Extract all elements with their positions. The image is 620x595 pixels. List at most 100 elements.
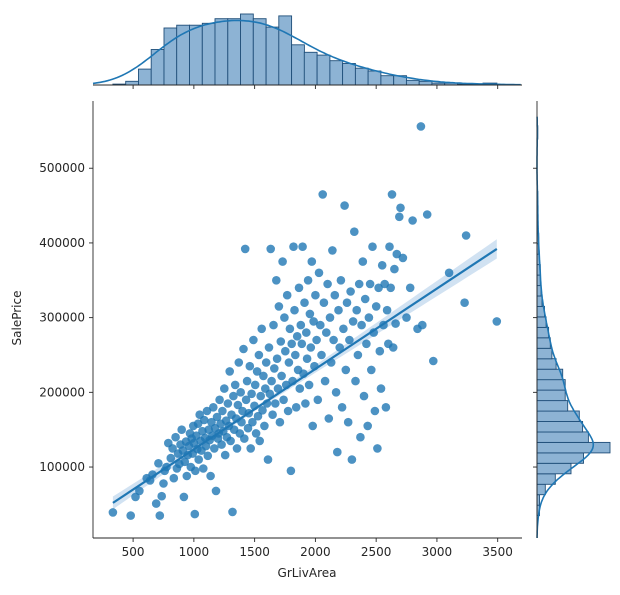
scatter-point <box>199 464 208 473</box>
scatter-point <box>220 450 230 460</box>
scatter-point <box>396 203 405 213</box>
x-hist-bar <box>405 79 420 86</box>
scatter-point <box>408 216 417 225</box>
x-hist-bar <box>265 26 280 86</box>
scatter-point <box>217 440 226 449</box>
scatter-point <box>492 317 502 326</box>
y-tick-label: 300000 <box>39 311 85 325</box>
scatter-point <box>280 313 289 322</box>
x-marginal-histogram <box>92 13 521 86</box>
scatter-point <box>168 444 177 453</box>
y-hist-bar <box>536 358 557 370</box>
scatter-point <box>444 268 454 278</box>
scatter-point <box>320 376 330 386</box>
scatter-point <box>371 302 381 311</box>
scatter-point <box>194 455 203 464</box>
scatter-point <box>343 417 353 427</box>
scatter-point <box>278 257 287 266</box>
scatter-point <box>298 242 307 251</box>
scatter-point <box>339 324 348 334</box>
scatter-point <box>212 412 222 422</box>
scatter-point <box>331 388 341 397</box>
y-hist-bar <box>536 326 550 339</box>
scatter-point <box>267 376 276 386</box>
x-hist-bar <box>380 75 395 86</box>
scatter-point <box>302 328 311 337</box>
scatter-point <box>292 332 302 341</box>
scatter-point <box>249 335 258 345</box>
scatter-point <box>206 471 215 481</box>
scatter-point <box>347 455 357 464</box>
scatter-point <box>248 417 257 427</box>
scatter-point <box>270 364 279 373</box>
scatter-point <box>308 421 318 431</box>
scatter-point <box>252 367 262 376</box>
y-hist-bar <box>536 431 589 443</box>
scatter-point <box>148 470 157 479</box>
y-hist-bar <box>536 441 611 454</box>
scatter-point <box>291 350 300 360</box>
scatter-point <box>240 434 249 443</box>
scatter-point <box>154 459 163 468</box>
scatter-point <box>341 365 351 375</box>
scatter-point <box>180 457 190 467</box>
x-hist-bar <box>125 80 139 86</box>
scatter-point <box>274 302 284 311</box>
x-hist-bar <box>329 60 344 86</box>
scatter-point <box>287 339 297 349</box>
scatter-point <box>337 403 347 412</box>
scatter-point <box>317 350 326 360</box>
scatter-point <box>365 279 375 289</box>
y-marginal-histogram <box>536 116 611 538</box>
scatter-point <box>358 257 368 266</box>
y-tick-label: 100000 <box>39 460 85 474</box>
x-hist-bar <box>367 70 382 86</box>
scatter-point <box>256 391 266 401</box>
scatter-point <box>108 508 118 517</box>
scatter-point <box>211 486 221 496</box>
y-hist-bar <box>536 379 566 391</box>
scatter-point <box>318 190 328 199</box>
y-hist-bar <box>536 400 569 412</box>
y-hist-bar <box>536 473 556 485</box>
scatter-point <box>354 279 364 289</box>
x-hist-bar <box>303 51 318 86</box>
x-hist-bar <box>189 24 203 86</box>
scatter-point <box>260 421 269 431</box>
scatter-point <box>218 406 227 416</box>
scatter-point <box>253 411 263 421</box>
scatter-point <box>266 244 276 254</box>
x-hist-bar <box>201 22 216 86</box>
scatter-point <box>250 380 260 390</box>
scatter-point <box>305 309 315 319</box>
scatter-point <box>296 320 306 330</box>
scatter-point <box>356 432 365 442</box>
scatter-point <box>242 376 252 386</box>
scatter-point <box>382 305 392 315</box>
scatter-point <box>166 453 176 463</box>
scatter-point <box>416 122 426 131</box>
scatter-point <box>272 354 282 364</box>
scatter-point <box>157 491 166 501</box>
scatter-point <box>271 399 280 408</box>
scatter-point <box>304 380 314 390</box>
y-hist-bar <box>536 316 547 328</box>
scatter-point <box>210 444 219 453</box>
x-hist-bar <box>278 15 293 86</box>
scatter-point <box>169 473 179 483</box>
scatter-point <box>373 444 382 453</box>
scatter-point <box>283 406 293 416</box>
scatter-point <box>230 380 240 390</box>
scatter-point <box>353 350 363 360</box>
scatter-point <box>348 317 358 326</box>
scatter-point <box>179 492 189 502</box>
scatter-point <box>418 320 427 330</box>
scatter-point <box>316 320 325 330</box>
scatter-point <box>376 384 386 393</box>
scatter-point <box>322 328 331 337</box>
scatter-point <box>126 511 135 520</box>
scatter-point <box>325 313 335 322</box>
scatter-point <box>247 389 256 399</box>
scatter-point <box>363 421 373 431</box>
scatter-point <box>352 305 362 315</box>
